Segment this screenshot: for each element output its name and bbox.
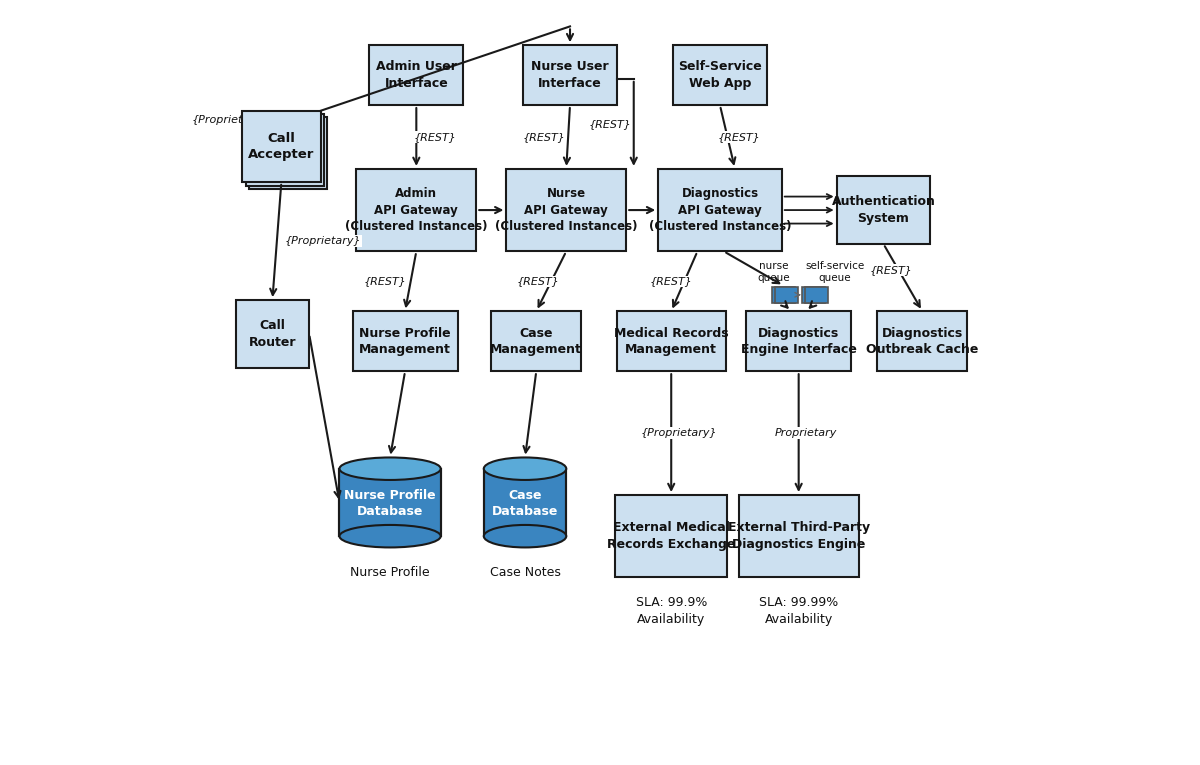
Text: Authentication
System: Authentication System <box>832 195 935 225</box>
Text: Diagnostics
API Gateway
(Clustered Instances): Diagnostics API Gateway (Clustered Insta… <box>649 187 791 233</box>
Text: self-service
queue: self-service queue <box>805 261 864 283</box>
Bar <box>746 311 851 371</box>
Text: Case
Management: Case Management <box>491 327 582 356</box>
Bar <box>773 287 794 303</box>
Bar <box>614 495 727 578</box>
Text: {REST}: {REST} <box>516 276 559 286</box>
Bar <box>340 469 440 536</box>
Ellipse shape <box>484 457 566 480</box>
Text: Admin User
Interface: Admin User Interface <box>376 60 457 90</box>
Text: Diagnostics
Engine Interface: Diagnostics Engine Interface <box>740 327 857 356</box>
Text: Proprietary: Proprietary <box>775 428 838 438</box>
Text: Call
Accepter: Call Accepter <box>248 132 314 161</box>
Bar <box>836 177 930 244</box>
Text: Admin
API Gateway
(Clustered Instances): Admin API Gateway (Clustered Instances) <box>346 187 487 233</box>
Bar <box>805 287 828 303</box>
Text: Nurse User
Interface: Nurse User Interface <box>532 60 608 90</box>
Text: Call
Router: Call Router <box>248 319 296 349</box>
Text: SLA: 99.99%
Availability: SLA: 99.99% Availability <box>760 596 839 627</box>
Bar <box>658 169 782 251</box>
Bar <box>370 45 463 105</box>
Text: nurse
queue: nurse queue <box>757 261 791 283</box>
Text: Nurse
API Gateway
(Clustered Instances): Nurse API Gateway (Clustered Instances) <box>496 187 637 233</box>
Bar <box>484 469 566 536</box>
Bar <box>235 300 310 367</box>
Text: Nurse Profile
Management: Nurse Profile Management <box>359 327 451 356</box>
Bar <box>356 169 476 251</box>
Bar <box>242 111 320 182</box>
Bar <box>246 115 324 186</box>
Bar <box>491 311 581 371</box>
Bar <box>673 45 767 105</box>
Text: Nurse Profile
Database: Nurse Profile Database <box>344 489 436 519</box>
Text: {REST}: {REST} <box>649 276 692 286</box>
Text: {REST}: {REST} <box>364 276 407 286</box>
Bar <box>877 311 967 371</box>
Bar <box>803 287 824 303</box>
Text: Case Notes: Case Notes <box>490 566 560 579</box>
Text: {Proprietary}: {Proprietary} <box>641 428 718 438</box>
Bar <box>775 287 798 303</box>
Text: {Proprietary}: {Proprietary} <box>191 115 268 125</box>
Text: External Third-Party
Diagnostics Engine: External Third-Party Diagnostics Engine <box>727 522 870 551</box>
Text: {REST}: {REST} <box>870 265 912 275</box>
Bar <box>617 311 726 371</box>
Text: {REST}: {REST} <box>588 119 631 129</box>
Text: Diagnostics
Outbreak Cache: Diagnostics Outbreak Cache <box>866 327 978 356</box>
Text: Nurse Profile: Nurse Profile <box>350 566 430 579</box>
Bar <box>248 118 328 189</box>
Bar <box>739 495 859 578</box>
Text: Medical Records
Management: Medical Records Management <box>614 327 728 356</box>
Text: {REST}: {REST} <box>718 132 760 142</box>
Text: {REST}: {REST} <box>522 132 565 142</box>
Bar <box>523 45 617 105</box>
Ellipse shape <box>340 457 440 480</box>
Ellipse shape <box>484 525 566 548</box>
Bar <box>506 169 626 251</box>
Text: Case
Database: Case Database <box>492 489 558 519</box>
Text: Self-Service
Web App: Self-Service Web App <box>678 60 762 90</box>
Text: {Proprietary}: {Proprietary} <box>284 236 361 246</box>
Bar <box>353 311 457 371</box>
Text: {REST}: {REST} <box>414 132 456 142</box>
Ellipse shape <box>340 525 440 548</box>
Text: External Medical
Records Exchange: External Medical Records Exchange <box>607 522 736 551</box>
Text: SLA: 99.9%
Availability: SLA: 99.9% Availability <box>636 596 707 627</box>
